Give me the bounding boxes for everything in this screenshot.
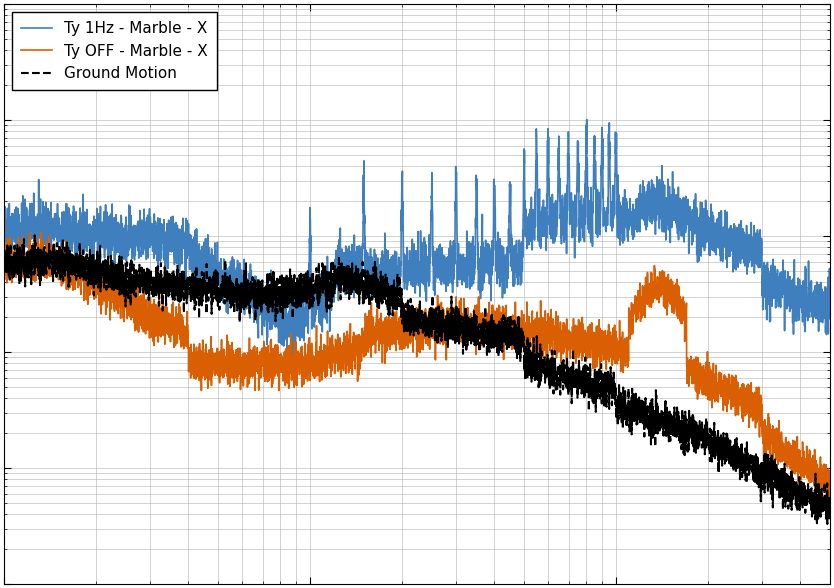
Ty OFF - Marble - X <box>149 322 159 329</box>
Ty OFF - Marble - X <box>824 500 834 507</box>
Ty 1Hz - Marble - X <box>495 261 505 268</box>
Ground Motion <box>314 294 324 301</box>
Ground Motion <box>615 403 626 410</box>
Legend: Ty 1Hz - Marble - X, Ty OFF - Marble - X, Ground Motion: Ty 1Hz - Marble - X, Ty OFF - Marble - X… <box>12 12 217 91</box>
Ty OFF - Marble - X <box>495 303 505 310</box>
Ty 1Hz - Marble - X <box>536 213 546 220</box>
Ground Motion <box>536 373 546 380</box>
Ty 1Hz - Marble - X <box>0 217 9 224</box>
Ty OFF - Marble - X <box>678 307 688 314</box>
Ty OFF - Marble - X <box>314 343 324 350</box>
Line: Ty 1Hz - Marble - X: Ty 1Hz - Marble - X <box>4 119 830 356</box>
Ty 1Hz - Marble - X <box>149 229 159 236</box>
Ty OFF - Marble - X <box>536 350 546 358</box>
Ty 1Hz - Marble - X <box>314 270 324 277</box>
Line: Ground Motion: Ground Motion <box>4 235 830 524</box>
Ground Motion <box>822 520 832 527</box>
Ty OFF - Marble - X <box>825 475 834 482</box>
Ty 1Hz - Marble - X <box>581 116 591 123</box>
Line: Ty OFF - Marble - X: Ty OFF - Marble - X <box>4 232 830 504</box>
Ty OFF - Marble - X <box>0 262 9 269</box>
Ground Motion <box>825 508 834 515</box>
Ty OFF - Marble - X <box>36 229 46 236</box>
Ground Motion <box>149 285 159 292</box>
Ty OFF - Marble - X <box>615 350 626 358</box>
Ground Motion <box>678 431 688 438</box>
Ty 1Hz - Marble - X <box>678 195 688 202</box>
Ty 1Hz - Marble - X <box>615 238 626 245</box>
Ty 1Hz - Marble - X <box>825 315 834 322</box>
Ty 1Hz - Marble - X <box>289 352 299 359</box>
Ground Motion <box>30 232 40 239</box>
Ground Motion <box>0 265 9 272</box>
Ground Motion <box>495 343 505 350</box>
